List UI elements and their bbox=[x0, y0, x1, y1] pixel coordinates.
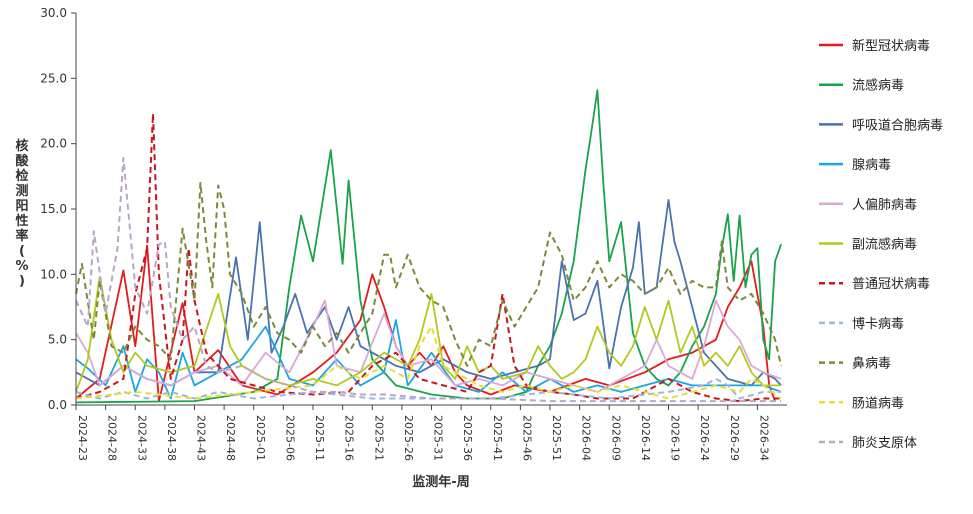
x-tick-label: 2026-09 bbox=[609, 415, 622, 461]
x-tick-label: 2026-14 bbox=[639, 415, 652, 461]
x-tick-label: 2025-31 bbox=[432, 415, 445, 461]
x-tick-label: 2024-38 bbox=[165, 415, 178, 461]
x-tick-label: 2026-19 bbox=[669, 415, 682, 461]
x-tick-label: 2025-06 bbox=[283, 415, 296, 461]
x-tick-label: 2025-11 bbox=[313, 415, 326, 461]
x-tick-label: 2026-04 bbox=[580, 415, 593, 461]
y-tick-label: 5.0 bbox=[48, 333, 67, 347]
x-tick-label: 2025-01 bbox=[254, 415, 267, 461]
legend-label: 肠道病毒 bbox=[852, 396, 904, 411]
legend-label: 普通冠状病毒 bbox=[852, 277, 930, 292]
legend-label: 副流感病毒 bbox=[852, 237, 917, 253]
x-tick-label: 2026-34 bbox=[757, 415, 770, 461]
y-tick-label: 30.0 bbox=[40, 6, 67, 20]
series-line-5 bbox=[75, 299, 782, 393]
x-tick-label: 2026-29 bbox=[728, 415, 741, 461]
x-tick-label: 2025-46 bbox=[520, 415, 533, 461]
y-tick-label: 15.0 bbox=[40, 202, 67, 216]
legend-label: 人偏肺病毒 bbox=[852, 198, 917, 213]
series-line-3 bbox=[75, 198, 782, 387]
series-line-10 bbox=[75, 325, 782, 400]
x-axis-title: 监测年-周 bbox=[412, 474, 469, 490]
x-tick-label: 2024-43 bbox=[195, 415, 208, 461]
x-tick-label: 2025-51 bbox=[550, 415, 563, 461]
y-tick-label: 0.0 bbox=[48, 398, 67, 412]
series-line-11 bbox=[75, 157, 782, 403]
legend-label: 肺炎支原体 bbox=[852, 436, 917, 451]
series-line-4 bbox=[75, 319, 782, 400]
series-line-9 bbox=[75, 181, 783, 367]
x-tick-label: 2024-28 bbox=[106, 415, 119, 461]
legend-label: 呼吸道合胞病毒 bbox=[852, 118, 943, 133]
x-tick-label: 2024-33 bbox=[135, 415, 148, 461]
series-line-7 bbox=[75, 112, 782, 403]
x-tick-label: 2024-23 bbox=[76, 415, 89, 461]
legend-label: 博卡病毒 bbox=[852, 317, 904, 332]
x-tick-label: 2024-48 bbox=[224, 415, 237, 461]
x-tick-label: 2025-21 bbox=[372, 415, 385, 461]
series-line-6 bbox=[75, 275, 782, 393]
legend-label: 流感病毒 bbox=[852, 78, 904, 94]
x-axis-ticks: 2024-23 2024-28 2024-33 2024-38 2024-43 2024-… bbox=[75, 405, 770, 461]
x-tick-label: 2025-16 bbox=[343, 415, 356, 461]
series-lines bbox=[75, 89, 783, 404]
y-axis-title: 核酸检测阳性率(%) bbox=[15, 138, 29, 289]
y-tick-label: 10.0 bbox=[40, 267, 67, 281]
series-line-2 bbox=[75, 89, 782, 404]
series-line-1 bbox=[75, 244, 776, 403]
x-tick-label: 2025-41 bbox=[491, 415, 504, 461]
y-axis-ticks: 0.0 5.0 10.0 15.0 20.0 25.0 30.0 bbox=[40, 6, 76, 412]
legend-label: 新型冠状病毒 bbox=[852, 38, 930, 54]
x-tick-label: 2025-26 bbox=[402, 415, 415, 461]
y-tick-label: 25.0 bbox=[40, 71, 67, 85]
x-tick-label: 2026-24 bbox=[698, 415, 711, 461]
y-tick-label: 20.0 bbox=[40, 137, 67, 151]
legend-label: 鼻病毒 bbox=[852, 356, 891, 372]
x-tick-label: 2025-36 bbox=[461, 415, 474, 461]
legend-label: 腺病毒 bbox=[852, 158, 891, 173]
legend: 新型冠状病毒流感病毒呼吸道合胞病毒腺病毒人偏肺病毒副流感病毒普通冠状病毒博卡病毒… bbox=[819, 38, 943, 451]
